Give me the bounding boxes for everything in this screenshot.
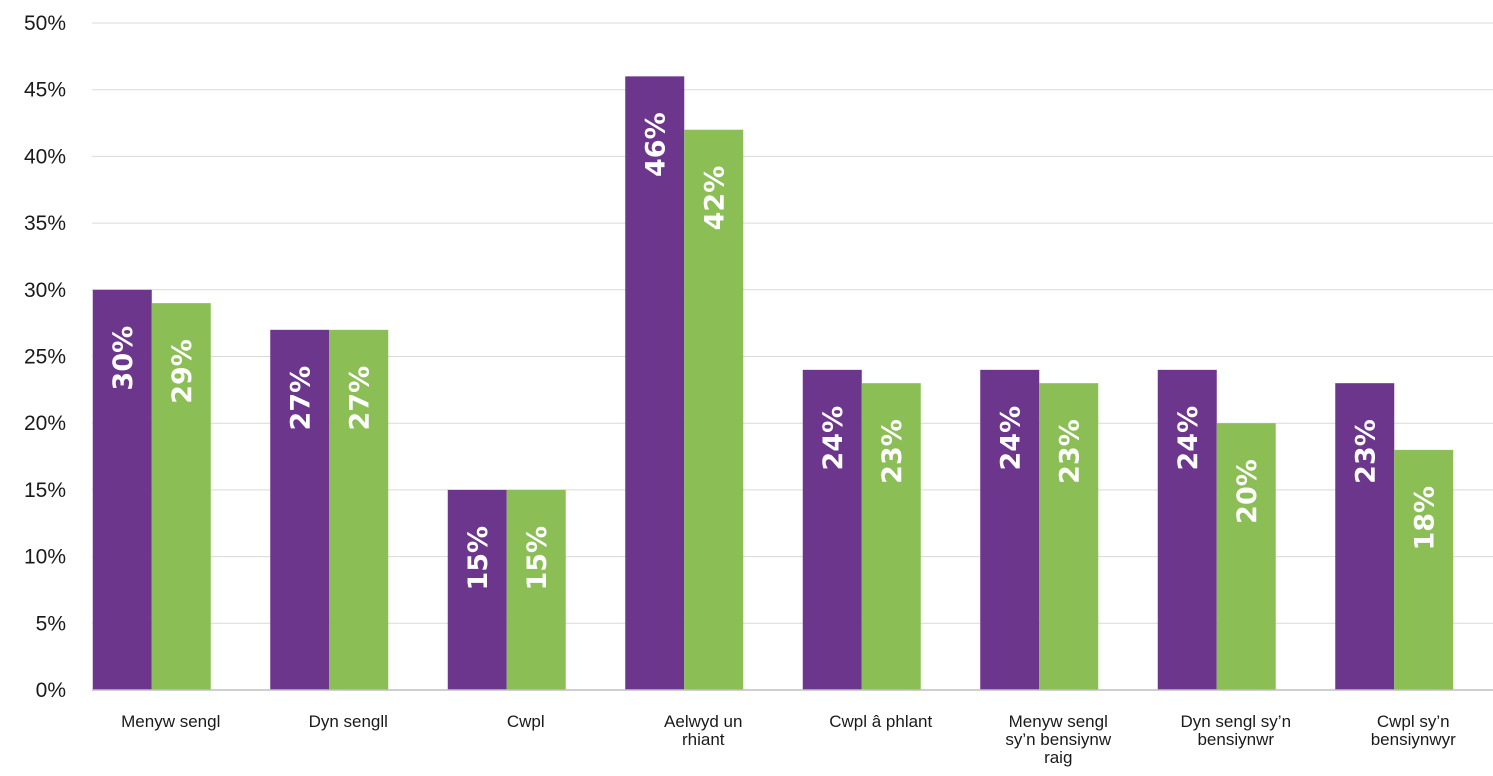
x-tick-label-line: bensiynwr — [1197, 730, 1274, 749]
x-tick-label-line: Menyw sengl — [121, 712, 220, 731]
x-tick-label: Cwpl sy’n bensiynwyr — [1371, 712, 1456, 749]
y-tick-label: 5% — [36, 612, 66, 635]
data-label: 20% — [1232, 459, 1263, 524]
x-tick-label-line: Cwpl â phlant — [829, 712, 932, 731]
data-label: 15% — [463, 526, 494, 591]
x-axis-ticks: Menyw sengl Dyn sengll Cwpl Aelwyd un rhiant… — [121, 712, 1456, 767]
bar-series-2 — [329, 329, 389, 690]
x-tick-label: Menyw sengl sy’n bensiynw raig — [1005, 712, 1112, 767]
x-tick-label-line: bensiynwyr — [1371, 730, 1456, 749]
bar-series-1 — [1335, 383, 1395, 690]
x-tick-label-line: Aelwyd un — [664, 712, 742, 731]
data-label: 23% — [1055, 419, 1086, 484]
x-tick-label-line: Menyw sengl — [1009, 712, 1108, 731]
x-tick-label-line: sy’n bensiynw — [1005, 730, 1112, 749]
bar-series-2 — [684, 129, 744, 691]
bar-series-1 — [270, 329, 330, 690]
x-tick-label: Menyw sengl — [121, 712, 220, 731]
bar-series-1 — [980, 369, 1040, 690]
bar-series-2 — [861, 383, 921, 690]
bar-series-1 — [92, 289, 152, 690]
data-label: 15% — [522, 526, 553, 591]
y-tick-label: 45% — [24, 79, 66, 102]
bar-series-1 — [1157, 369, 1217, 690]
data-label: 46% — [641, 112, 672, 177]
data-label: 42% — [700, 166, 731, 231]
data-label: 27% — [345, 366, 376, 431]
data-label: 23% — [1351, 419, 1382, 484]
data-label: 24% — [1173, 406, 1204, 471]
bar-series-2 — [1394, 449, 1454, 690]
x-tick-label: Dyn sengl sy’n bensiynwr — [1180, 712, 1291, 749]
bar-series-2 — [151, 303, 211, 690]
y-tick-label: 10% — [24, 546, 66, 569]
bar-series-1 — [625, 76, 685, 691]
data-label: 29% — [167, 339, 198, 404]
x-tick-label: Aelwyd un rhiant — [664, 712, 742, 749]
x-tick-label-line: raig — [1044, 748, 1072, 767]
data-label: 30% — [108, 326, 139, 391]
y-tick-label: 25% — [24, 346, 66, 369]
y-tick-label: 40% — [24, 145, 66, 168]
y-tick-label: 50% — [24, 12, 66, 35]
x-tick-label: Dyn sengll — [309, 712, 388, 731]
bar-series-2 — [1039, 383, 1099, 690]
x-tick-label-line: Cwpl sy’n — [1377, 712, 1450, 731]
data-label: 18% — [1410, 486, 1441, 551]
x-tick-label-line: Dyn sengll — [309, 712, 388, 731]
y-tick-label: 0% — [36, 679, 66, 702]
x-tick-label: Cwpl â phlant — [829, 712, 932, 731]
x-tick-label: Cwpl — [507, 712, 545, 731]
data-label: 27% — [286, 366, 317, 431]
data-label: 24% — [818, 406, 849, 471]
x-tick-label-line: rhiant — [682, 730, 725, 749]
data-labels: 30% 29% 27% 27% 15% 15% 46% 42% 24% 23% 24% 23% 24% 2… — [108, 112, 1441, 590]
bar-series-1 — [802, 369, 862, 690]
bars — [92, 76, 1454, 691]
y-tick-label: 30% — [24, 279, 66, 302]
y-tick-label: 15% — [24, 479, 66, 502]
y-axis-ticks: 0% 5% 10% 15% 20% 25% 30% 35% 40% 45% 50% — [24, 12, 66, 702]
data-label: 23% — [877, 419, 908, 484]
bar-series-2 — [1216, 423, 1276, 690]
y-tick-label: 35% — [24, 212, 66, 235]
y-tick-label: 20% — [24, 412, 66, 435]
data-label: 24% — [996, 406, 1027, 471]
x-tick-label-line: Cwpl — [507, 712, 545, 731]
bar-series-1 — [447, 489, 507, 690]
bar-series-2 — [506, 489, 566, 690]
x-tick-label-line: Dyn sengl sy’n — [1180, 712, 1291, 731]
